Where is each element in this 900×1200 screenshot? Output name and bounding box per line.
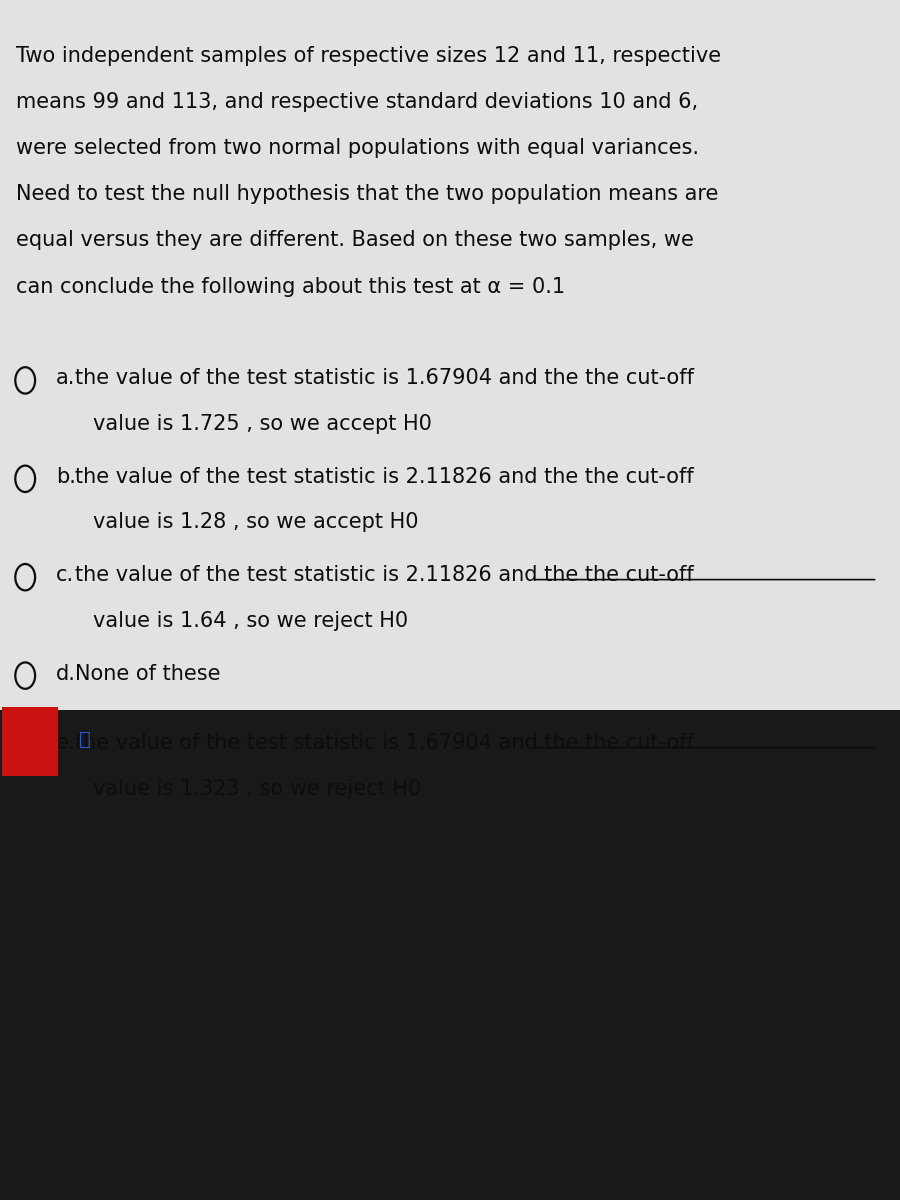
Text: value is 1.64 , so we reject H0: value is 1.64 , so we reject H0 xyxy=(93,611,408,631)
Text: the value of the test statistic is 1.67904 and the the cut-off: the value of the test statistic is 1.679… xyxy=(75,368,694,389)
Text: can conclude the following about this test at α = 0.1: can conclude the following about this te… xyxy=(16,276,565,296)
Text: c.: c. xyxy=(56,565,74,586)
Text: the value of the test statistic is 1.67904 and the the cut-off: the value of the test statistic is 1.679… xyxy=(75,733,694,754)
Text: Need to test the null hypothesis that the two population means are: Need to test the null hypothesis that th… xyxy=(16,184,718,204)
Text: None of these: None of these xyxy=(75,664,220,684)
Text: means 99 and 113, and respective standard deviations 10 and 6,: means 99 and 113, and respective standar… xyxy=(16,91,698,112)
Text: were selected from two normal populations with equal variances.: were selected from two normal population… xyxy=(16,138,699,158)
Text: value is 1.28 , so we accept H0: value is 1.28 , so we accept H0 xyxy=(93,512,418,533)
Text: the value of the test statistic is 2.11826 and the the cut-off: the value of the test statistic is 2.118… xyxy=(75,467,694,487)
Text: value is 1.323 , so we reject H0: value is 1.323 , so we reject H0 xyxy=(93,779,421,799)
Text: a.: a. xyxy=(56,368,76,389)
Text: e.: e. xyxy=(56,733,76,754)
Text: Ps: Ps xyxy=(22,733,38,745)
Text: b.: b. xyxy=(56,467,76,487)
Text: the value of the test statistic is 2.11826 and the the cut-off: the value of the test statistic is 2.118… xyxy=(75,565,694,586)
Text: value is 1.725 , so we accept H0: value is 1.725 , so we accept H0 xyxy=(93,414,432,434)
Text: equal versus they are different. Based on these two samples, we: equal versus they are different. Based o… xyxy=(16,230,694,251)
Text: 👥: 👥 xyxy=(78,730,91,749)
Text: Two independent samples of respective sizes 12 and 11, respective: Two independent samples of respective si… xyxy=(16,46,721,66)
Text: d.: d. xyxy=(56,664,76,684)
